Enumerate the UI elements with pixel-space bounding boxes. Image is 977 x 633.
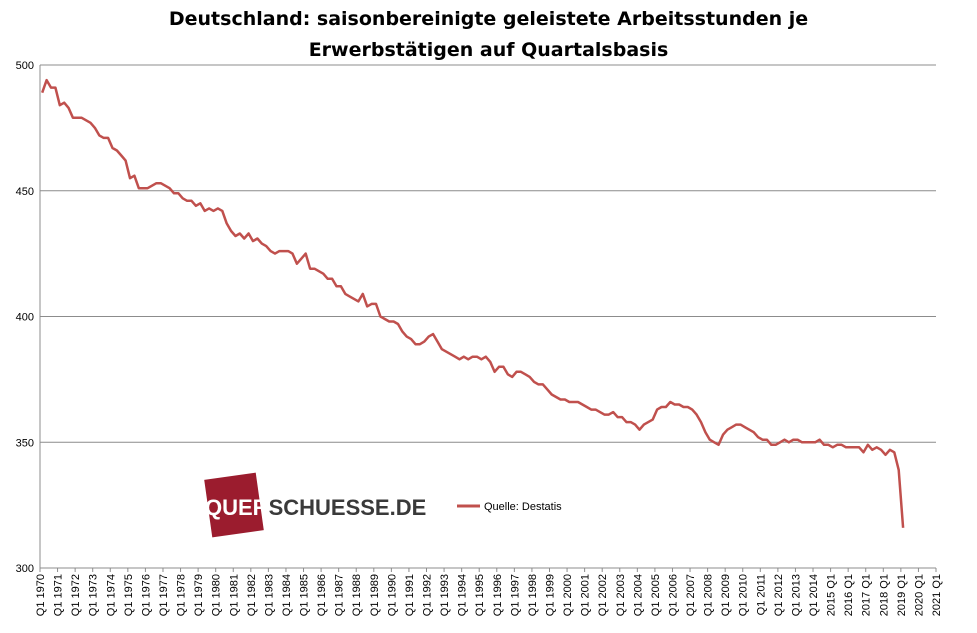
x-tick-label: Q1 1975 bbox=[123, 574, 135, 616]
x-tick-label: Q1 1978 bbox=[176, 574, 188, 616]
x-tick-label: Q1 1994 bbox=[457, 574, 469, 616]
legend-label: Quelle: Destatis bbox=[484, 501, 562, 513]
y-tick-label: 500 bbox=[16, 60, 34, 72]
x-tick-label: Q1 2008 bbox=[703, 574, 715, 616]
y-tick-label: 350 bbox=[16, 437, 34, 449]
x-tick-label: Q1 1989 bbox=[369, 574, 381, 616]
x-tick-label: 2016 Q1 bbox=[843, 574, 855, 616]
x-tick-label: Q1 1999 bbox=[544, 574, 556, 616]
y-axis: 300 350 400 450 500 bbox=[16, 60, 41, 575]
x-tick-label: Q1 1971 bbox=[53, 574, 65, 616]
x-tick-label: 2017 Q1 bbox=[861, 574, 873, 616]
x-tick-label: Q1 1990 bbox=[386, 574, 398, 616]
x-tick-label: Q1 1991 bbox=[404, 574, 416, 616]
x-tick-label: Q1 2000 bbox=[562, 574, 574, 616]
logo-text-schuesse: SCHUESSE.DE bbox=[269, 495, 427, 520]
x-tick-label: Q1 2002 bbox=[597, 574, 609, 616]
x-tick-label: Q1 2012 bbox=[773, 574, 785, 616]
x-tick-label: Q1 1995 bbox=[474, 574, 486, 616]
x-tick-label: Q1 1970 bbox=[35, 574, 47, 616]
x-tick-label: Q1 1980 bbox=[211, 574, 223, 616]
y-tick-label: 300 bbox=[16, 563, 34, 575]
logo-square bbox=[204, 472, 264, 538]
x-tick-label: Q1 2003 bbox=[615, 574, 627, 616]
x-tick-label: 2019 Q1 bbox=[896, 574, 908, 616]
querschuesse-logo: QUERSCHUESSE.DE bbox=[204, 472, 426, 538]
chart-title-line-1: Deutschland: saisonbereinigte geleistete… bbox=[168, 8, 809, 30]
x-tick-label: Q1 1972 bbox=[70, 574, 82, 616]
x-tick-label: Q1 1983 bbox=[263, 574, 275, 616]
legend: Quelle: Destatis bbox=[457, 501, 562, 513]
x-tick-label: 2020 Q1 bbox=[913, 574, 925, 616]
x-tick-label: Q1 2005 bbox=[650, 574, 662, 616]
series-group bbox=[41, 78, 905, 528]
x-tick-label: Q1 2006 bbox=[667, 574, 679, 616]
x-tick-label: Q1 1998 bbox=[527, 574, 539, 616]
x-axis: Q1 1970 Q1 1971 Q1 1972 Q1 1973 Q1 1974 Q1 19… bbox=[35, 567, 943, 616]
x-tick-label: Q1 2014 bbox=[808, 574, 820, 616]
x-tick-label: Q1 2013 bbox=[790, 574, 802, 616]
chart-title-line-2: Erwerbstätigen auf Quartalsbasis bbox=[308, 39, 669, 61]
x-tick-label: Q1 1993 bbox=[439, 574, 451, 616]
x-tick-label: Q1 1997 bbox=[509, 574, 521, 616]
x-tick-label: Q1 1984 bbox=[281, 574, 293, 616]
y-tick-label: 450 bbox=[16, 186, 34, 198]
x-tick-label: 2015 Q1 bbox=[826, 574, 838, 616]
x-tick-label: Q1 1979 bbox=[193, 574, 205, 616]
x-tick-label: Q1 1996 bbox=[492, 574, 504, 616]
series-line-destatis bbox=[41, 78, 905, 528]
logo-text-quer: QUER bbox=[205, 495, 269, 520]
x-tick-label: Q1 2010 bbox=[738, 574, 750, 616]
x-tick-label: Q1 2001 bbox=[580, 574, 592, 616]
x-tick-label: Q1 1992 bbox=[422, 574, 434, 616]
x-tick-label: 2021 Q1 bbox=[931, 574, 943, 616]
x-tick-label: Q1 2004 bbox=[632, 574, 644, 616]
svg-text:QUERSCHUESSE.DE: QUERSCHUESSE.DE bbox=[205, 495, 426, 520]
x-tick-label: 2018 Q1 bbox=[878, 574, 890, 616]
x-tick-label: Q1 2011 bbox=[755, 574, 767, 615]
x-tick-label: Q1 1986 bbox=[316, 574, 328, 616]
y-tick-label: 400 bbox=[16, 312, 34, 324]
x-tick-label: Q1 2007 bbox=[685, 574, 697, 616]
x-tick-label: Q1 1974 bbox=[105, 574, 117, 616]
x-tick-label: Q1 1982 bbox=[246, 574, 258, 616]
x-tick-label: Q1 1988 bbox=[351, 574, 363, 616]
x-tick-label: Q1 1973 bbox=[88, 574, 100, 616]
x-tick-label: Q1 1987 bbox=[334, 574, 346, 616]
x-tick-label: Q1 1977 bbox=[158, 574, 170, 616]
x-tick-label: Q1 2009 bbox=[720, 574, 732, 616]
x-tick-label: Q1 1985 bbox=[299, 574, 311, 616]
gridlines bbox=[40, 64, 936, 443]
x-tick-label: Q1 1981 bbox=[228, 574, 240, 616]
chart-title: Deutschland: saisonbereinigte geleistete… bbox=[0, 4, 977, 66]
x-tick-label: Q1 1976 bbox=[140, 574, 152, 616]
